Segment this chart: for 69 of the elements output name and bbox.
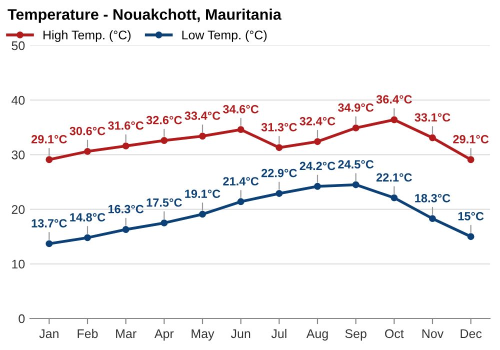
point bbox=[237, 126, 244, 134]
data-label: 16.3°C bbox=[108, 204, 144, 214]
x-tick-label: May bbox=[192, 329, 214, 341]
data-label: 17.5°C bbox=[146, 198, 182, 207]
point bbox=[160, 137, 168, 144]
y-tick-label: 20 bbox=[12, 205, 25, 214]
x-tick-label: Jan bbox=[39, 329, 58, 338]
point bbox=[276, 190, 283, 197]
x-tick-label: Dec bbox=[460, 329, 482, 338]
y-tick-label: 30 bbox=[12, 150, 25, 160]
data-label: 29.1°C bbox=[453, 135, 489, 144]
x-tick-label: Jun bbox=[230, 329, 250, 338]
data-label: 22.1°C bbox=[376, 173, 412, 182]
data-label: 21.4°C bbox=[223, 177, 259, 186]
point bbox=[237, 198, 244, 206]
data-label: 32.4°C bbox=[300, 117, 336, 126]
data-label: 24.2°C bbox=[300, 162, 336, 170]
point bbox=[46, 240, 53, 248]
data-label: 34.6°C bbox=[222, 105, 259, 114]
data-label: 33.1°C bbox=[414, 113, 450, 122]
point bbox=[122, 142, 130, 150]
data-label: 32.6°C bbox=[146, 116, 182, 124]
x-tick-label: Aug bbox=[306, 329, 328, 341]
y-tick-label: 40 bbox=[12, 96, 25, 105]
data-label: 31.3°C bbox=[261, 123, 297, 132]
point bbox=[352, 124, 360, 132]
x-tick-label: Nov bbox=[422, 329, 444, 338]
data-label: 36.4°C bbox=[376, 95, 412, 104]
data-label: 31.6°C bbox=[108, 121, 144, 130]
x-tick-label: Sep bbox=[345, 329, 366, 341]
point bbox=[390, 116, 398, 124]
data-label: 24.5°C bbox=[338, 160, 374, 169]
point bbox=[199, 132, 206, 140]
data-label: 13.7°C bbox=[32, 219, 67, 228]
point bbox=[429, 215, 436, 222]
data-label: 30.6°C bbox=[70, 126, 106, 136]
point bbox=[314, 182, 321, 190]
y-tick-label: 10 bbox=[12, 260, 25, 269]
x-tick-label: Jul bbox=[271, 328, 286, 338]
point bbox=[276, 144, 283, 152]
data-label: 19.1°C bbox=[185, 190, 220, 198]
point bbox=[199, 210, 206, 218]
x-tick-label: Mar bbox=[116, 329, 136, 338]
x-tick-label: Oct bbox=[385, 329, 404, 338]
legend-label: High Temp. (°C) bbox=[44, 30, 131, 42]
x-tick-label: Feb bbox=[78, 328, 98, 338]
data-label: 14.8°C bbox=[70, 213, 106, 222]
point bbox=[352, 181, 360, 188]
point bbox=[84, 148, 91, 155]
point bbox=[122, 226, 130, 233]
data-label: 18.3°C bbox=[415, 194, 450, 202]
data-label: 22.9°C bbox=[261, 168, 297, 178]
data-label: 33.4°C bbox=[184, 112, 220, 120]
point bbox=[429, 134, 436, 142]
point bbox=[46, 156, 53, 164]
legend-label: Low Temp. (°C) bbox=[182, 30, 267, 42]
point bbox=[314, 138, 321, 146]
data-label: 29.1°C bbox=[31, 135, 67, 144]
data-label: 34.9°C bbox=[338, 103, 374, 112]
x-tick-label: Apr bbox=[154, 329, 174, 341]
data-label: 15°C bbox=[458, 212, 484, 220]
point bbox=[390, 194, 398, 202]
point bbox=[84, 234, 91, 242]
y-tick-label: 50 bbox=[12, 41, 25, 50]
y-tick-label: 0 bbox=[18, 314, 25, 324]
chart-title: Temperature - Nouakchott, Mauritania bbox=[8, 8, 282, 23]
point bbox=[467, 156, 474, 164]
point bbox=[160, 219, 168, 226]
point bbox=[467, 233, 474, 240]
